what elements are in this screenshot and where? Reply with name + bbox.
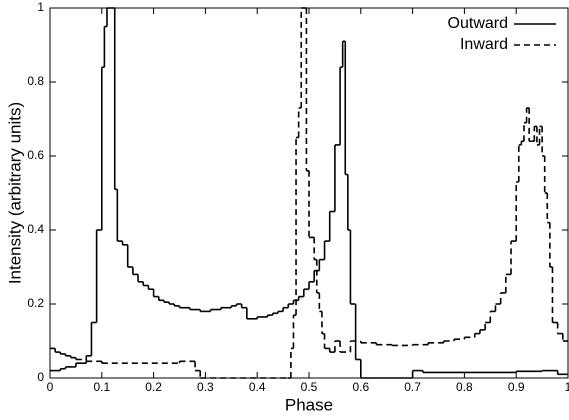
y-tick-label: 0.2 — [27, 296, 44, 310]
y-tick-label: 1 — [37, 0, 44, 14]
x-tick-label: 0.4 — [249, 380, 266, 394]
y-tick-label: 0.8 — [27, 74, 44, 88]
y-tick-label: 0 — [37, 370, 44, 384]
x-tick-label: 1 — [565, 380, 569, 394]
y-tick-label: 0.6 — [27, 148, 44, 162]
y-axis-label: Intensity (arbitrary units) — [5, 102, 24, 284]
x-tick-label: 0.3 — [197, 380, 214, 394]
legend-label: Outward — [448, 15, 508, 32]
x-tick-label: 0.7 — [404, 380, 421, 394]
x-tick-label: 0.8 — [456, 380, 473, 394]
x-axis-label: Phase — [285, 395, 333, 414]
x-tick-label: 0 — [47, 380, 54, 394]
x-tick-label: 0.5 — [301, 380, 318, 394]
x-tick-label: 0.2 — [145, 380, 162, 394]
x-tick-label: 0.6 — [352, 380, 369, 394]
legend-label: Inward — [460, 36, 508, 53]
x-tick-label: 0.1 — [93, 380, 110, 394]
y-tick-label: 0.4 — [27, 222, 44, 236]
x-tick-label: 0.9 — [508, 380, 525, 394]
